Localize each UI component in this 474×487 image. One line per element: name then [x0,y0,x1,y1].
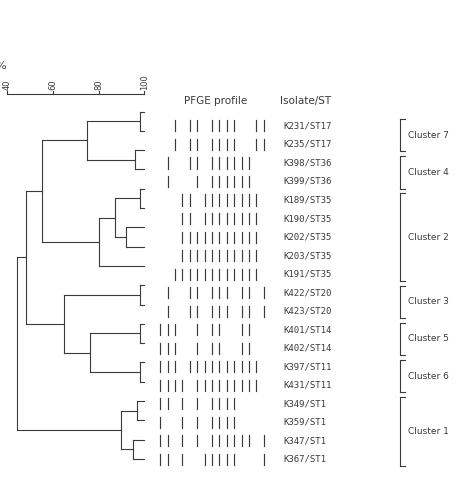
Text: Cluster 3: Cluster 3 [408,298,449,306]
Text: Cluster 4: Cluster 4 [408,168,449,177]
Text: K398/ST36: K398/ST36 [283,158,332,168]
Text: K431/ST11: K431/ST11 [283,381,332,390]
Text: Cluster 1: Cluster 1 [408,427,449,436]
Text: K367/ST1: K367/ST1 [283,455,327,464]
Text: Isolate/ST: Isolate/ST [280,95,331,106]
Text: K349/ST1: K349/ST1 [283,399,327,408]
Text: K235/ST17: K235/ST17 [283,140,332,149]
Text: Cluster 5: Cluster 5 [408,335,449,343]
Text: K402/ST14: K402/ST14 [283,344,332,353]
Text: K399/ST36: K399/ST36 [283,177,332,186]
Text: Cluster 6: Cluster 6 [408,372,449,380]
Text: K231/ST17: K231/ST17 [283,121,332,131]
Text: K423/ST20: K423/ST20 [283,307,332,316]
Text: K397/ST11: K397/ST11 [283,362,332,371]
Text: K190/ST35: K190/ST35 [283,214,332,223]
Text: 40: 40 [3,80,12,90]
Text: K359/ST1: K359/ST1 [283,418,327,427]
Text: K422/ST20: K422/ST20 [283,288,332,297]
Text: K189/ST35: K189/ST35 [283,195,332,205]
Text: K347/ST1: K347/ST1 [283,436,327,446]
Text: K203/ST35: K203/ST35 [283,251,332,260]
Text: 80: 80 [94,80,103,90]
Text: Cluster 7: Cluster 7 [408,131,449,140]
Text: K202/ST35: K202/ST35 [283,233,332,242]
Text: 100: 100 [140,75,149,90]
Text: 60: 60 [48,80,57,90]
Text: PFGE profile: PFGE profile [184,95,247,106]
Text: Cluster 2: Cluster 2 [408,233,449,242]
Text: K401/ST14: K401/ST14 [283,325,332,334]
Text: K191/ST35: K191/ST35 [283,270,332,279]
Text: %: % [0,61,6,71]
